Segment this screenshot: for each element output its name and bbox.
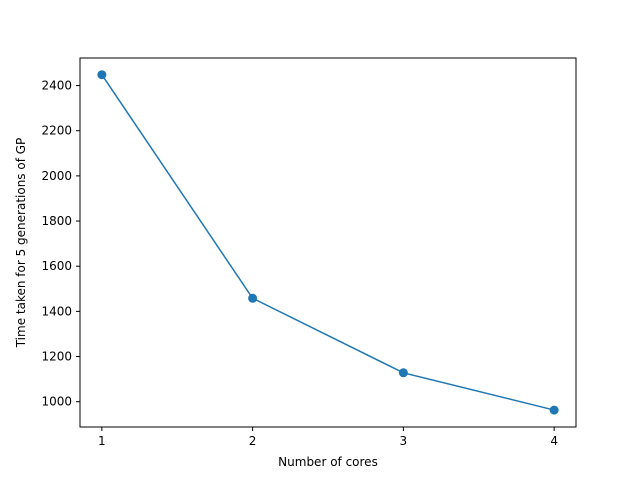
data-point-marker — [398, 368, 408, 378]
series-line — [101, 74, 555, 411]
x-tick-label: 1 — [98, 434, 106, 448]
plot-area — [97, 70, 559, 415]
data-point-marker — [248, 293, 258, 303]
y-axis-label: Time taken for 5 generations of GP — [14, 138, 28, 349]
axis-ticks: 1 2 3 4 1000 1200 1400 1600 1800 2000 2200 2400 — [41, 79, 558, 448]
y-tick-label: 2400 — [41, 79, 72, 93]
y-tick-label: 1000 — [41, 395, 72, 409]
x-tick-label: 4 — [550, 434, 558, 448]
axes-frame — [79, 57, 577, 428]
x-tick-label: 3 — [400, 434, 408, 448]
x-tick-label: 2 — [249, 434, 257, 448]
x-axis-label: Number of cores — [278, 455, 378, 469]
y-tick-label: 1800 — [41, 214, 72, 228]
y-tick-label: 2200 — [41, 124, 72, 138]
data-point-marker — [97, 70, 107, 80]
y-tick-label: 2000 — [41, 169, 72, 183]
y-tick-label: 1200 — [41, 350, 72, 364]
y-tick-label: 1400 — [41, 304, 72, 318]
data-point-marker — [549, 405, 559, 415]
y-tick-label: 1600 — [41, 259, 72, 273]
